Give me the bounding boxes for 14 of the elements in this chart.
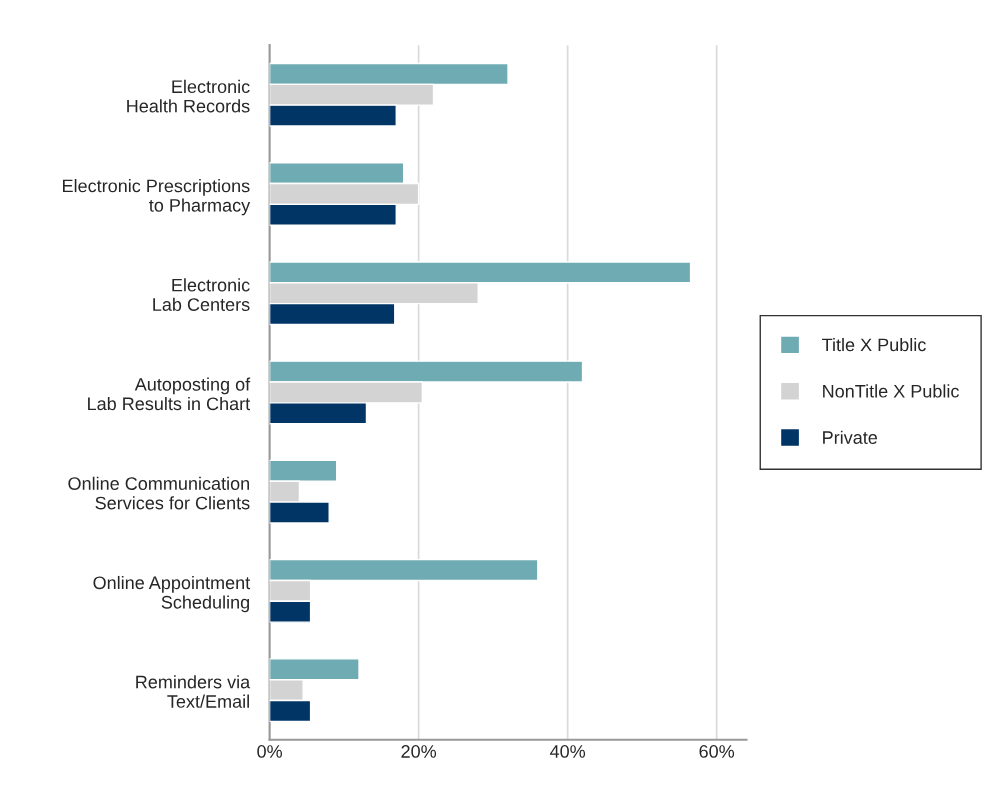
x-tick-label: 0%: [257, 745, 283, 758]
x-tick-label: 40%: [549, 745, 586, 758]
legend-label: Title X Public: [822, 337, 926, 352]
y-tick-label: Online Appointment Scheduling: [93, 575, 251, 613]
y-tick-label: Reminders via Text/Email: [136, 675, 251, 708]
legend-label: Private: [823, 430, 878, 444]
y-tick-label: Online Communication Services for Clients: [68, 476, 250, 510]
y-tick-label: Electronic Prescriptions to Pharmacy: [63, 179, 251, 216]
y-tick-label: Electronic Lab Centers: [153, 278, 250, 311]
y-tick-label: Electronic Health Records: [127, 79, 250, 113]
x-tick-label: 20%: [401, 745, 437, 758]
y-tick-label: Autoposting of Lab Results in Chart: [88, 377, 251, 411]
legend-label: NonTitle X Public: [823, 384, 959, 398]
x-tick-label: 60%: [699, 745, 735, 758]
